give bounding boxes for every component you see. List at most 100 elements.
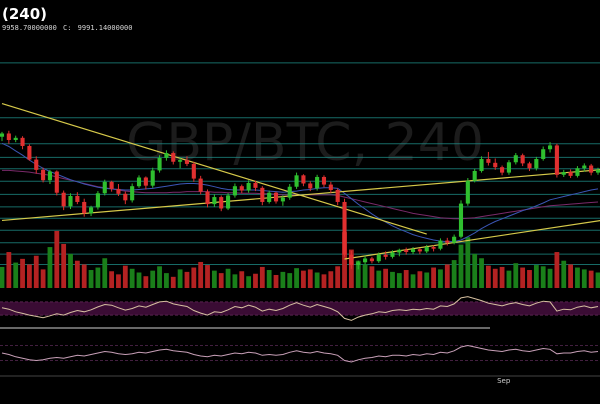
volume-bar xyxy=(136,272,142,288)
volume-bar xyxy=(465,237,471,288)
candle-body xyxy=(253,182,258,188)
volume-bar xyxy=(307,269,313,288)
volume-bar xyxy=(116,274,121,288)
volume-bar xyxy=(205,265,210,288)
candle-body xyxy=(212,197,217,205)
candle-body xyxy=(143,177,148,186)
volume-bar xyxy=(0,266,5,288)
volume-bar xyxy=(314,272,320,288)
volume-bar xyxy=(246,276,252,288)
volume-bar xyxy=(47,247,53,288)
volume-bar xyxy=(287,273,293,288)
volume-bar xyxy=(61,243,67,288)
volume-bar xyxy=(150,270,156,288)
candle-body xyxy=(184,160,190,164)
volume-bar xyxy=(122,265,128,288)
candle-body xyxy=(363,258,368,263)
volume-bar xyxy=(390,271,395,288)
candle-body xyxy=(493,162,498,168)
volume-bar xyxy=(109,271,115,288)
candle-body xyxy=(369,258,374,262)
volume-bar xyxy=(225,268,231,288)
candle-body xyxy=(280,197,285,202)
volume-bar xyxy=(568,264,573,288)
volume-bar xyxy=(369,266,375,288)
volume-bar xyxy=(458,244,464,288)
candle-body xyxy=(376,254,381,262)
candle-body xyxy=(342,201,347,255)
candle-body xyxy=(294,175,299,187)
candle-body xyxy=(136,177,142,187)
candle-body xyxy=(431,247,436,249)
chart-interval-title: (240) xyxy=(2,5,48,23)
close-value: 9991.14000000 xyxy=(77,24,133,32)
candle-body xyxy=(356,262,361,265)
candle-body xyxy=(226,195,231,209)
volume-bar xyxy=(321,274,327,288)
candle-body xyxy=(205,191,210,205)
volume-bar xyxy=(198,261,204,288)
volume-bar xyxy=(451,260,457,288)
candle-body xyxy=(157,157,162,171)
candle-body xyxy=(273,192,279,202)
volume-bar xyxy=(184,271,190,288)
volume-bar xyxy=(68,253,73,288)
candle-body xyxy=(267,192,272,202)
candle-body xyxy=(424,247,429,252)
candle-body xyxy=(458,203,464,237)
volume-bar xyxy=(88,270,94,288)
volume-bar xyxy=(588,270,594,288)
volume-bar xyxy=(129,268,135,288)
candle-body xyxy=(328,184,333,190)
candle-body xyxy=(438,240,443,249)
candle-body xyxy=(6,133,11,140)
volume-bar xyxy=(259,266,265,288)
volume-bar xyxy=(561,260,567,288)
volume-bar xyxy=(280,271,286,288)
volume-bar xyxy=(410,274,416,288)
candle-body xyxy=(178,160,183,162)
volume-bar xyxy=(301,270,306,288)
candle-body xyxy=(335,190,340,202)
candle-body xyxy=(301,175,306,184)
volume-bar xyxy=(13,262,19,288)
volume-bar xyxy=(164,273,169,288)
candle-body xyxy=(568,172,573,176)
volume-bar xyxy=(540,266,546,288)
volume-bar xyxy=(6,252,12,288)
volume-bar xyxy=(211,270,217,288)
volume-bar xyxy=(294,268,299,288)
momentum-line xyxy=(1,344,599,363)
volume-bar xyxy=(253,273,258,288)
candle-body xyxy=(13,137,18,140)
candle-body xyxy=(150,170,155,186)
volume-bar xyxy=(533,265,539,288)
volume-bar xyxy=(81,264,87,288)
volume-bar xyxy=(485,265,491,288)
trendline xyxy=(1,169,600,222)
candle-body xyxy=(383,254,388,257)
candle-body xyxy=(410,249,416,252)
volume-bar xyxy=(554,252,560,288)
volume-bar xyxy=(492,268,498,288)
candle-body xyxy=(34,159,39,170)
candlesticks[interactable] xyxy=(0,130,600,270)
candle-body xyxy=(500,167,505,173)
volume-bar xyxy=(335,266,341,288)
candle-body xyxy=(82,201,87,214)
volume-bar xyxy=(472,253,478,288)
volume-bar xyxy=(355,260,361,288)
candle-body xyxy=(130,186,135,201)
candle-body xyxy=(191,163,196,179)
candle-body xyxy=(397,249,402,253)
volume-bar xyxy=(218,273,224,288)
volume-bar xyxy=(383,268,389,288)
candle-body xyxy=(472,170,477,181)
candle-body xyxy=(486,159,491,163)
candle-body xyxy=(349,254,354,265)
volume-bar xyxy=(362,264,368,288)
candle-body xyxy=(89,207,94,214)
